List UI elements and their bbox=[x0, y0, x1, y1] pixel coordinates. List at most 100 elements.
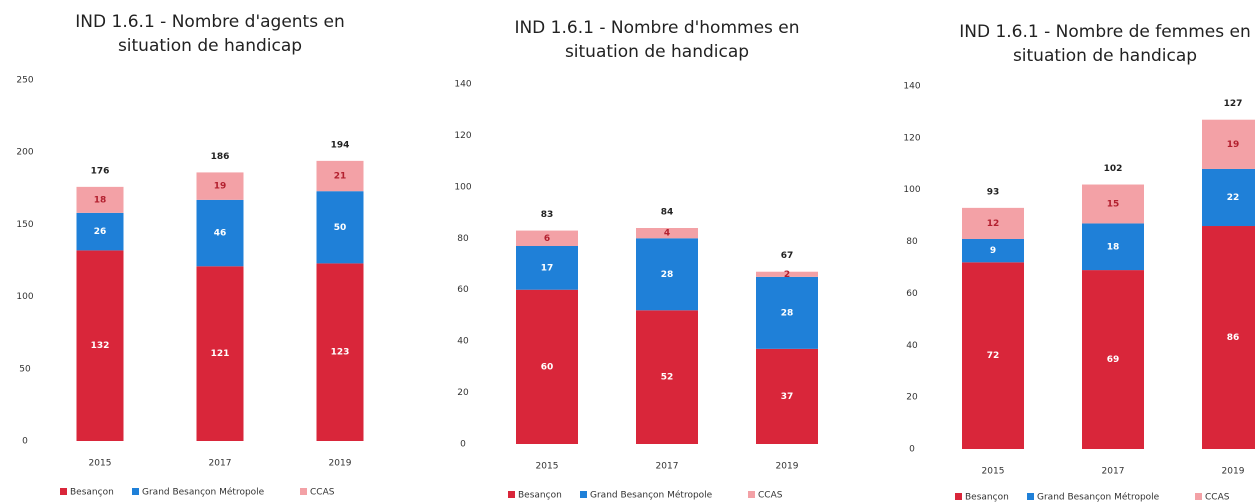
bar-segment bbox=[636, 228, 698, 239]
y-tick-label: 200 bbox=[16, 148, 33, 158]
bar-segment bbox=[1202, 226, 1255, 449]
legend-label: Besançon bbox=[965, 493, 1009, 503]
total-label: 127 bbox=[1224, 99, 1243, 109]
legend-swatch bbox=[508, 491, 515, 498]
y-tick-label: 20 bbox=[906, 393, 918, 403]
value-label: 17 bbox=[541, 263, 554, 273]
x-tick-label: 2017 bbox=[209, 459, 232, 469]
bar-segment bbox=[76, 186, 124, 213]
y-tick-label: 100 bbox=[16, 292, 33, 302]
bar-segment bbox=[196, 172, 244, 200]
y-tick-label: 40 bbox=[906, 341, 918, 351]
bar-segment bbox=[962, 207, 1024, 239]
legend-label: Grand Besançon Métropole bbox=[590, 490, 713, 501]
value-label: 132 bbox=[91, 341, 110, 351]
bar-segment bbox=[756, 276, 818, 349]
chart-title: situation de handicap bbox=[565, 42, 749, 62]
x-tick-label: 2017 bbox=[1102, 467, 1125, 477]
legend-label: CCAS bbox=[758, 491, 783, 501]
bar-segment bbox=[196, 266, 244, 441]
bar-segment bbox=[516, 230, 578, 246]
legend-swatch bbox=[1027, 493, 1034, 500]
value-label: 9 bbox=[990, 246, 996, 256]
chart-title: IND 1.6.1 - Nombre d'hommes en bbox=[514, 18, 799, 38]
value-label: 18 bbox=[1107, 242, 1120, 252]
bar-segment bbox=[1082, 270, 1144, 449]
y-tick-label: 80 bbox=[457, 234, 469, 244]
bar-segment bbox=[1202, 168, 1255, 227]
total-label: 83 bbox=[541, 210, 554, 220]
value-label: 50 bbox=[334, 223, 347, 233]
legend-label: CCAS bbox=[310, 488, 335, 498]
x-tick-label: 2017 bbox=[656, 462, 679, 472]
value-label: 26 bbox=[94, 227, 107, 237]
value-label: 69 bbox=[1107, 355, 1120, 365]
y-tick-label: 60 bbox=[906, 289, 918, 299]
chart-title: IND 1.6.1 - Nombre d'agents en bbox=[75, 12, 344, 32]
bar-segment bbox=[1202, 119, 1255, 169]
y-tick-label: 140 bbox=[454, 80, 471, 90]
legend-swatch bbox=[132, 488, 139, 495]
total-label: 176 bbox=[91, 166, 110, 176]
legend-swatch bbox=[580, 491, 587, 498]
bar-segment bbox=[756, 271, 818, 277]
y-tick-label: 0 bbox=[22, 437, 28, 447]
bar-segment bbox=[516, 246, 578, 290]
value-label: 12 bbox=[987, 219, 1000, 229]
x-tick-label: 2015 bbox=[982, 467, 1005, 477]
chart-title: IND 1.6.1 - Nombre de femmes en bbox=[959, 22, 1251, 42]
legend-label: Besançon bbox=[70, 488, 114, 498]
bar-segment bbox=[316, 191, 364, 264]
value-label: 6 bbox=[544, 234, 550, 244]
x-tick-label: 2015 bbox=[536, 462, 559, 472]
y-tick-label: 0 bbox=[909, 445, 915, 455]
y-tick-label: 0 bbox=[460, 440, 466, 450]
legend-swatch bbox=[1195, 493, 1202, 500]
x-tick-label: 2019 bbox=[1222, 467, 1245, 477]
y-tick-label: 120 bbox=[903, 133, 920, 143]
bar-segment bbox=[962, 262, 1024, 449]
bar-segment bbox=[516, 289, 578, 444]
y-tick-label: 100 bbox=[454, 182, 471, 192]
total-label: 93 bbox=[987, 187, 1000, 197]
total-label: 67 bbox=[781, 251, 794, 261]
value-label: 28 bbox=[661, 270, 674, 280]
total-label: 102 bbox=[1104, 164, 1123, 174]
value-label: 19 bbox=[214, 182, 227, 192]
x-tick-label: 2019 bbox=[329, 459, 352, 469]
value-label: 22 bbox=[1227, 193, 1240, 203]
total-label: 194 bbox=[331, 140, 350, 150]
chart-title: situation de handicap bbox=[1013, 46, 1197, 66]
value-label: 52 bbox=[661, 373, 674, 383]
value-label: 86 bbox=[1227, 333, 1240, 343]
total-label: 84 bbox=[661, 208, 674, 218]
y-tick-label: 20 bbox=[457, 388, 469, 398]
y-tick-label: 60 bbox=[457, 285, 469, 295]
legend-swatch bbox=[300, 488, 307, 495]
y-tick-label: 250 bbox=[16, 76, 33, 86]
value-label: 2 bbox=[784, 270, 790, 280]
bar-segment bbox=[316, 263, 364, 441]
x-tick-label: 2019 bbox=[776, 462, 799, 472]
value-label: 121 bbox=[211, 349, 230, 359]
legend-swatch bbox=[955, 493, 962, 500]
bar-segment bbox=[76, 212, 124, 251]
bar-segment bbox=[962, 238, 1024, 263]
value-label: 21 bbox=[334, 172, 347, 182]
bar-segment bbox=[196, 199, 244, 267]
legend-label: Grand Besançon Métropole bbox=[142, 487, 265, 498]
y-tick-label: 120 bbox=[454, 131, 471, 141]
y-tick-label: 50 bbox=[19, 364, 31, 374]
bar-segment bbox=[76, 250, 124, 441]
value-label: 4 bbox=[664, 229, 670, 239]
value-label: 28 bbox=[781, 308, 794, 318]
value-label: 46 bbox=[214, 229, 227, 239]
legend-label: CCAS bbox=[1205, 493, 1230, 503]
y-tick-label: 100 bbox=[903, 185, 920, 195]
y-tick-label: 80 bbox=[906, 237, 918, 247]
y-tick-label: 140 bbox=[903, 82, 920, 92]
x-tick-label: 2015 bbox=[89, 459, 112, 469]
value-label: 123 bbox=[331, 348, 350, 358]
legend-swatch bbox=[748, 491, 755, 498]
